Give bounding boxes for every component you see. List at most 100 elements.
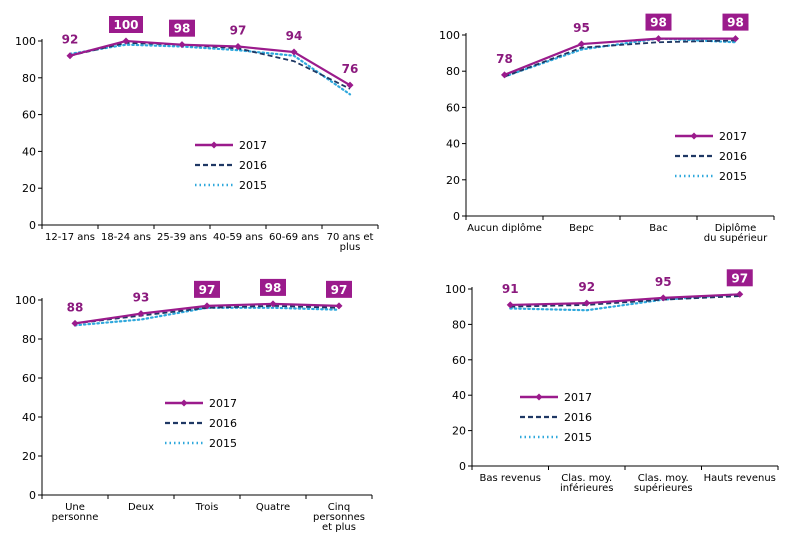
x-category-label: 25-39 ans bbox=[157, 232, 207, 243]
y-tick-label: 40 bbox=[446, 138, 460, 151]
x-category-label: 70 ans et plus bbox=[327, 232, 374, 253]
x-category-label: Clas. moy. inférieures bbox=[560, 473, 613, 494]
chart-panel-2: 0 20 40 60 80 100 Aucun diplôme Bepc Bac Diplôme d… bbox=[439, 13, 775, 244]
legend: 2017 2016 2015 bbox=[165, 397, 237, 450]
data-label-box bbox=[194, 280, 220, 298]
x-category-label: 18-24 ans bbox=[101, 232, 151, 243]
legend-label-2015: 2015 bbox=[209, 437, 237, 450]
legend-label-2017: 2017 bbox=[719, 130, 747, 143]
data-label-box bbox=[260, 278, 286, 296]
data-label: 93 bbox=[133, 291, 150, 305]
legend: 2017 2016 2015 bbox=[195, 139, 267, 192]
y-tick-label: 0 bbox=[453, 210, 460, 223]
x-category-label: Clas. moy. supérieures bbox=[634, 473, 693, 494]
data-point-2017 bbox=[501, 71, 508, 79]
y-tick-label: 0 bbox=[29, 489, 36, 502]
data-label-box bbox=[326, 280, 352, 298]
series-line-2016 bbox=[510, 295, 740, 308]
legend-marker bbox=[690, 132, 698, 140]
y-tick-label: 40 bbox=[22, 411, 36, 424]
series-line-2015 bbox=[68, 43, 352, 96]
legend-marker bbox=[535, 393, 543, 401]
data-point-2017 bbox=[655, 35, 662, 43]
data-label: 78 bbox=[496, 52, 513, 66]
data-label: 97 bbox=[731, 271, 748, 285]
data-point-2017 bbox=[346, 81, 354, 89]
y-tick-label: 80 bbox=[446, 65, 460, 78]
data-point-2017 bbox=[736, 290, 744, 298]
data-point-2017 bbox=[659, 294, 667, 302]
legend: 2017 2016 2015 bbox=[520, 391, 592, 444]
data-point-2017 bbox=[71, 319, 79, 327]
data-label: 98 bbox=[650, 16, 667, 30]
y-tick-label: 80 bbox=[452, 318, 466, 331]
x-category-label: Aucun diplôme bbox=[467, 222, 542, 234]
series-line-2017 bbox=[510, 293, 740, 307]
legend-label-2016: 2016 bbox=[564, 411, 592, 424]
data-label: 98 bbox=[727, 16, 744, 30]
x-category-label: Deux bbox=[128, 502, 154, 513]
data-label: 100 bbox=[113, 18, 138, 32]
x-category-label: 12-17 ans bbox=[45, 232, 95, 243]
data-label: 98 bbox=[174, 22, 191, 36]
x-category-label: 40-59 ans bbox=[213, 232, 263, 243]
data-label: 98 bbox=[265, 281, 282, 295]
data-label-box bbox=[726, 269, 753, 287]
data-point-2017 bbox=[137, 310, 145, 318]
x-category-label: 60-69 ans bbox=[269, 232, 319, 243]
legend-label-2017: 2017 bbox=[564, 391, 592, 404]
x-category-label: Quatre bbox=[256, 502, 290, 513]
y-tick-label: 20 bbox=[446, 174, 460, 187]
data-point-2017 bbox=[203, 302, 211, 310]
legend-label-2016: 2016 bbox=[239, 159, 267, 172]
legend-label-2016: 2016 bbox=[719, 150, 747, 163]
data-label: 95 bbox=[573, 21, 590, 35]
x-category-label: Bac bbox=[649, 223, 668, 234]
y-tick-label: 20 bbox=[22, 450, 36, 463]
x-category-label: Trois bbox=[195, 502, 219, 513]
chart-panel-1: 0 20 40 60 80 100 12-17 ans 18-24 ans 25-39 ans 4… bbox=[15, 16, 379, 253]
data-label: 97 bbox=[331, 283, 348, 297]
y-tick-label: 60 bbox=[22, 109, 36, 122]
data-label-box bbox=[109, 16, 143, 33]
chart-panel-3: 0 20 40 60 80 100 Une personne Deux Trois Quatre Ci… bbox=[15, 278, 373, 533]
data-point-2017 bbox=[290, 48, 298, 56]
series-line-2016 bbox=[504, 39, 736, 78]
y-tick-label: 20 bbox=[22, 182, 36, 195]
y-tick-label: 20 bbox=[452, 425, 466, 438]
chart-panel-4: 0 20 40 60 80 100 Bas revenus Clas. moy. inférie… bbox=[445, 269, 779, 494]
data-point-2017 bbox=[506, 301, 514, 309]
data-label: 97 bbox=[230, 24, 247, 38]
x-category-label: Bepc bbox=[569, 223, 594, 234]
legend-label-2016: 2016 bbox=[209, 417, 237, 430]
legend-label-2015: 2015 bbox=[239, 179, 267, 192]
data-point-2017 bbox=[66, 52, 74, 60]
y-tick-label: 60 bbox=[452, 354, 466, 367]
data-point-2017 bbox=[122, 37, 130, 45]
x-category-label: Bas revenus bbox=[480, 473, 541, 484]
data-point-2017 bbox=[583, 299, 591, 307]
data-label-box bbox=[645, 13, 672, 31]
y-tick-label: 80 bbox=[22, 333, 36, 346]
legend-marker bbox=[210, 141, 218, 149]
y-tick-label: 60 bbox=[22, 372, 36, 385]
data-label: 97 bbox=[199, 283, 216, 297]
y-tick-label: 100 bbox=[445, 283, 466, 296]
x-category-label: Une personne bbox=[52, 502, 99, 523]
legend-label-2015: 2015 bbox=[564, 431, 592, 444]
data-label: 92 bbox=[578, 280, 595, 294]
legend-label-2015: 2015 bbox=[719, 170, 747, 183]
series-line-2017 bbox=[504, 37, 736, 76]
data-label: 92 bbox=[62, 33, 79, 47]
data-point-2017 bbox=[234, 43, 242, 51]
y-tick-label: 80 bbox=[22, 72, 36, 85]
y-tick-label: 0 bbox=[459, 460, 466, 473]
data-point-2017 bbox=[578, 40, 585, 48]
data-label: 76 bbox=[342, 62, 359, 76]
legend-label-2017: 2017 bbox=[209, 397, 237, 410]
data-label: 91 bbox=[502, 282, 519, 296]
data-label-box bbox=[722, 13, 749, 31]
y-tick-label: 100 bbox=[15, 294, 36, 307]
x-category-label: Cinq personnes et plus bbox=[313, 502, 365, 533]
